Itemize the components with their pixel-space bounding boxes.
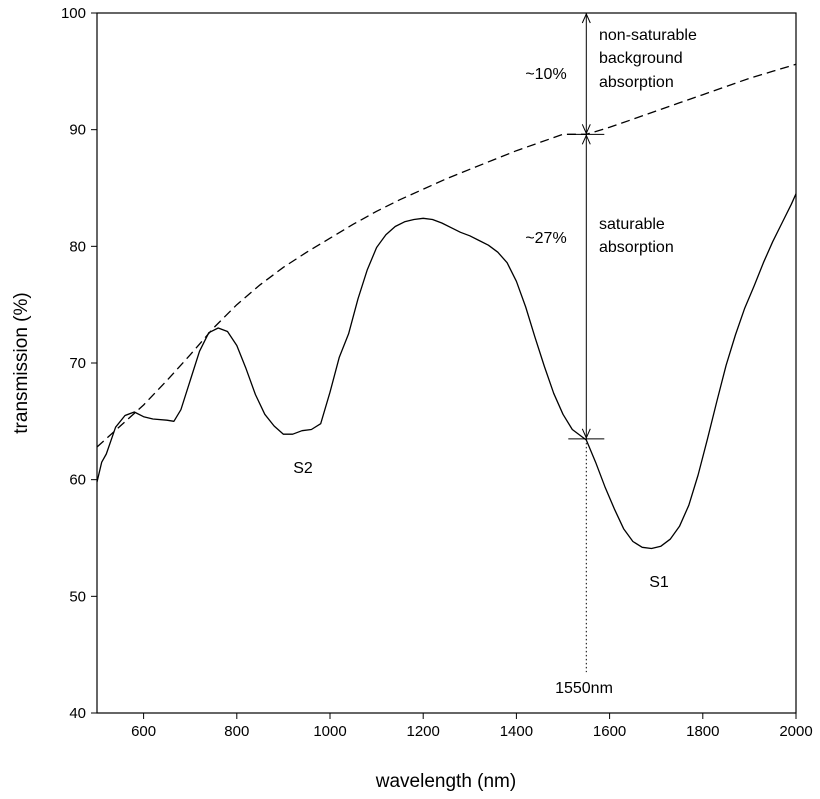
label-s2: S2 xyxy=(293,460,313,477)
label-s1: S1 xyxy=(649,574,669,591)
plot-frame xyxy=(96,12,797,714)
annotation-layer xyxy=(568,12,605,673)
x-tick-label: 1000 xyxy=(313,723,346,740)
arrow-27-percent-head-top xyxy=(581,134,591,145)
arrow-10-percent-head-bottom xyxy=(581,124,591,135)
background-fit-line xyxy=(96,63,797,448)
y-axis-title: transmission (%) xyxy=(11,292,32,433)
label-1550nm: 1550nm xyxy=(555,680,613,697)
label-sat-line1: saturable xyxy=(599,216,665,233)
x-axis-ticks: 600 800 1000 1200 1400 1600 1800 2000 xyxy=(131,713,813,740)
label-nonsat-line2: background xyxy=(599,50,683,67)
y-tick-label: 50 xyxy=(69,588,86,605)
label-sat-line2: absorption xyxy=(599,239,674,256)
label-10-percent: ~10% xyxy=(525,66,566,83)
y-tick-label: 90 xyxy=(69,122,86,139)
arrow-10-percent-head-top xyxy=(581,12,591,24)
y-axis-ticks: 40 50 60 70 80 90 100 xyxy=(61,5,97,722)
y-tick-label: 80 xyxy=(69,238,86,255)
y-tick-label: 60 xyxy=(69,472,86,489)
x-tick-label: 1800 xyxy=(686,723,719,740)
x-tick-label: 600 xyxy=(131,723,156,740)
y-tick-label: 70 xyxy=(69,355,86,372)
y-tick-label: 100 xyxy=(61,5,86,22)
x-tick-label: 2000 xyxy=(779,723,812,740)
y-tick-label: 40 xyxy=(69,705,86,722)
label-27-percent: ~27% xyxy=(525,230,566,247)
series-layer xyxy=(96,63,797,550)
x-tick-label: 1400 xyxy=(500,723,533,740)
label-nonsat-line3: absorption xyxy=(599,74,674,91)
label-nonsat-line1: non-saturable xyxy=(599,27,697,44)
arrow-27-percent-head-bottom xyxy=(581,428,591,440)
x-tick-label: 1600 xyxy=(593,723,626,740)
transmission-curve xyxy=(96,193,797,550)
x-tick-label: 1200 xyxy=(407,723,440,740)
plot-area-border xyxy=(96,12,797,714)
x-tick-label: 800 xyxy=(224,723,249,740)
x-axis-title: wavelength (nm) xyxy=(375,771,516,792)
